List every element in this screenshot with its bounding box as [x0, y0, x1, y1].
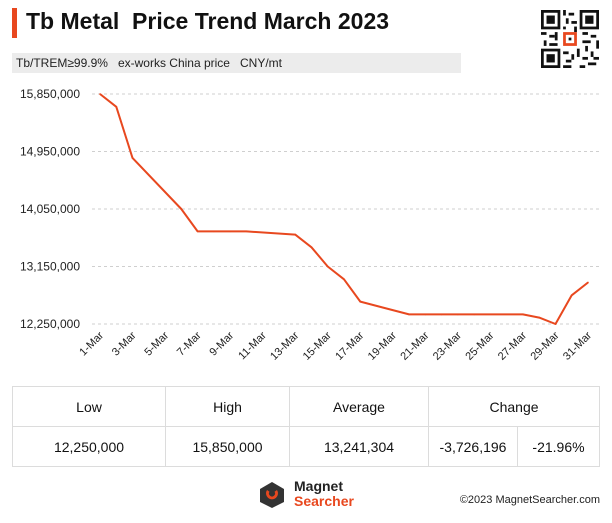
y-tick-label: 14,050,000: [20, 202, 80, 216]
x-tick-label: 11-Mar: [236, 329, 269, 362]
data-point: [457, 313, 459, 316]
logo-text-line1: Magnet: [294, 478, 343, 494]
x-tick-label: 27-Mar: [496, 329, 529, 362]
data-point: [359, 300, 362, 303]
stats-value-low: 12,250,000: [12, 426, 166, 467]
stats-header-low: Low: [12, 386, 166, 427]
stats-header-row: Low High Average Change: [12, 386, 600, 427]
data-point: [554, 323, 557, 325]
data-point: [245, 230, 248, 233]
x-tick-label: 9-Mar: [207, 329, 236, 358]
x-tick-label: 7-Mar: [175, 329, 204, 358]
stats-header-high: High: [165, 386, 290, 427]
data-point: [310, 246, 313, 249]
data-point: [213, 230, 215, 233]
chart-subtitle: Tb/TREM≥99.9% ex-works China price CNY/m…: [12, 53, 461, 73]
page-title: Tb Metal Price Trend March 2023: [26, 8, 390, 34]
data-point: [326, 265, 329, 268]
stats-header-average: Average: [289, 386, 429, 427]
data-point: [424, 313, 427, 316]
data-point: [196, 230, 199, 233]
x-tick-label: 23-Mar: [431, 329, 464, 362]
y-tick-label: 12,250,000: [20, 317, 80, 331]
stats-value-row: 12,250,000 15,850,000 13,241,304 -3,726,…: [12, 426, 600, 467]
x-tick-label: 15-Mar: [301, 329, 334, 362]
x-tick-label: 5-Mar: [142, 329, 171, 358]
data-point: [343, 278, 345, 281]
data-point: [522, 313, 524, 316]
stats-header-change: Change: [428, 386, 600, 427]
data-point: [99, 93, 101, 95]
stats-table: Low High Average Change 12,250,000 15,85…: [12, 386, 600, 467]
x-tick-label: 3-Mar: [110, 329, 139, 358]
x-tick-label: 31-Mar: [561, 329, 594, 362]
x-tick-label: 29-Mar: [528, 329, 561, 362]
stats-value-change-abs: -3,726,196: [428, 426, 518, 467]
price-line-chart: 15,850,000 14,950,000 14,050,000 13,150,000…: [20, 87, 600, 363]
x-tick-label: 19-Mar: [366, 329, 399, 362]
magnet-logo-icon: [260, 482, 284, 508]
x-tick-label: 21-Mar: [398, 329, 431, 362]
data-point: [440, 313, 443, 316]
x-tick-label: 17-Mar: [333, 329, 366, 362]
data-point: [538, 316, 540, 319]
stats-value-high: 15,850,000: [165, 426, 290, 467]
y-tick-label: 14,950,000: [20, 145, 80, 159]
data-point: [115, 105, 118, 108]
data-point: [180, 208, 183, 210]
data-point: [294, 233, 297, 236]
data-point: [408, 313, 410, 316]
data-point: [229, 230, 231, 233]
stats-value-change-pct: -21.96%: [517, 426, 600, 467]
y-tick-label: 13,150,000: [20, 260, 80, 274]
x-tick-label: 25-Mar: [463, 329, 496, 362]
y-tick-label: 15,850,000: [20, 87, 80, 101]
copyright-text: ©2023 MagnetSearcher.com: [459, 494, 600, 506]
data-point: [131, 157, 134, 159]
data-point: [473, 313, 475, 316]
data-point: [587, 281, 589, 284]
x-tick-label: 13-Mar: [268, 329, 301, 362]
qr-code-icon: [541, 10, 599, 68]
logo-text-line2: Searcher: [294, 493, 354, 509]
title-accent-bar: [12, 8, 17, 38]
x-tick-label: 1-Mar: [77, 329, 106, 358]
data-point: [570, 294, 573, 297]
stats-value-average: 13,241,304: [289, 426, 429, 467]
